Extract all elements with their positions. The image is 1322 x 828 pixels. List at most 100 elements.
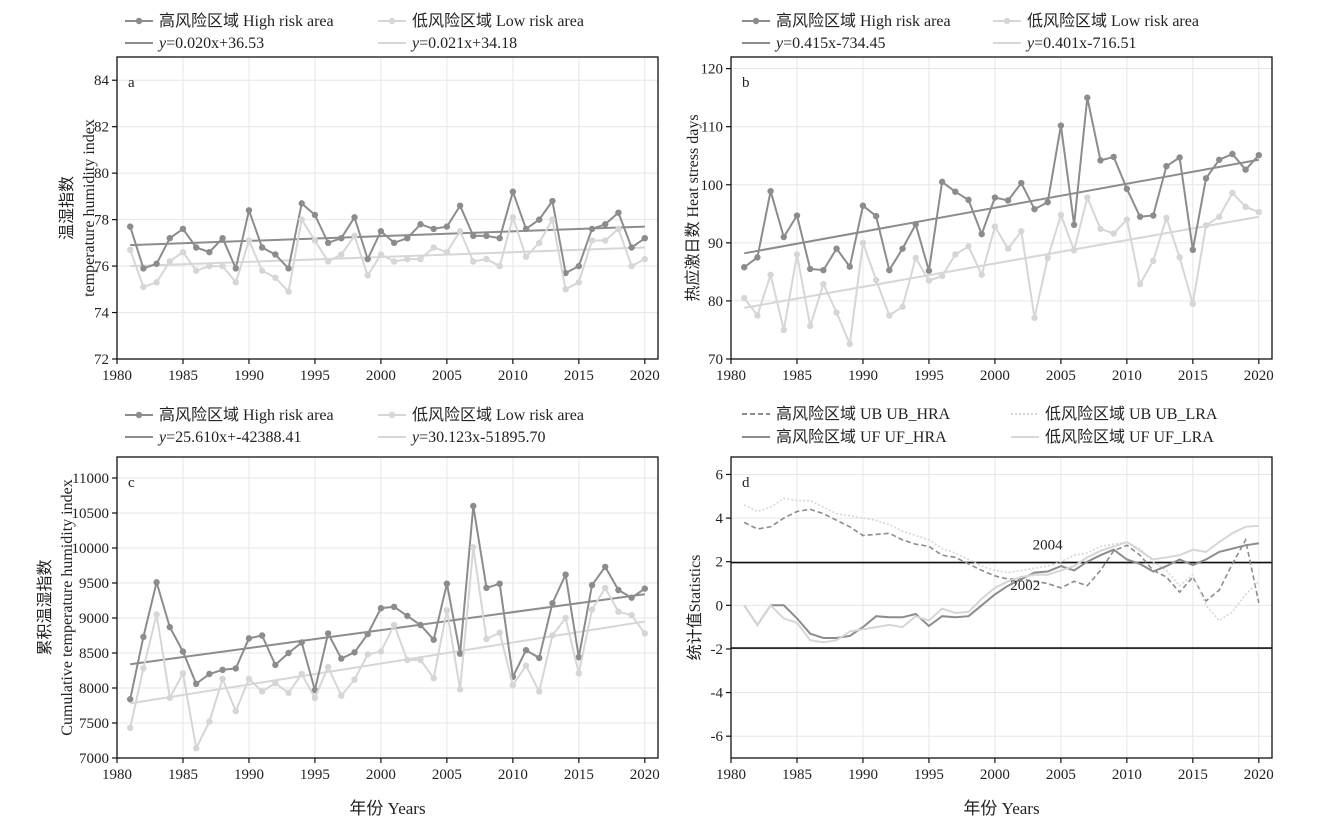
legend-label: y=25.610x+-42388.41 bbox=[157, 429, 301, 446]
data-point-low bbox=[1150, 257, 1157, 265]
data-point-high bbox=[324, 239, 332, 247]
legend-label: 低风险区域 UF UF_LRA bbox=[1045, 428, 1214, 446]
data-point-low bbox=[602, 237, 609, 244]
data-point-high bbox=[1070, 221, 1078, 229]
data-point-low bbox=[1031, 314, 1038, 321]
data-point-low bbox=[1136, 280, 1144, 288]
x-tick-label: 1980 bbox=[102, 767, 132, 783]
data-point-high bbox=[404, 612, 411, 620]
data-point-low bbox=[562, 614, 569, 622]
data-point-low bbox=[886, 312, 893, 319]
panel-label: b bbox=[742, 75, 750, 91]
x-tick-label: 1990 bbox=[234, 368, 264, 384]
data-point-low bbox=[952, 251, 959, 258]
y-tick-label: 10500 bbox=[72, 506, 110, 522]
y-axis-label: 温湿指数 bbox=[58, 176, 76, 240]
data-point-high bbox=[166, 235, 173, 242]
x-tick-label: 2010 bbox=[1112, 368, 1142, 384]
data-point-low bbox=[456, 228, 464, 235]
legend-label: y=0.401x-716.51 bbox=[1025, 35, 1136, 52]
data-point-low bbox=[404, 255, 411, 263]
data-point-high bbox=[153, 579, 160, 586]
data-point-high bbox=[496, 235, 503, 242]
data-point-high bbox=[364, 255, 371, 263]
y-tick-label: 72 bbox=[94, 352, 109, 368]
data-point-high bbox=[641, 235, 649, 242]
data-point-low bbox=[192, 745, 200, 752]
data-point-high bbox=[140, 633, 147, 641]
data-point-high bbox=[1216, 156, 1223, 163]
data-point-low bbox=[324, 258, 332, 265]
data-point-low bbox=[767, 271, 774, 278]
y-axis-label: 热应激日数 Heat stress days bbox=[683, 114, 702, 301]
data-point-high bbox=[285, 649, 292, 657]
y-tick-label: 7000 bbox=[79, 751, 109, 767]
legend-label-variable: y bbox=[157, 429, 167, 446]
data-point-high bbox=[1004, 197, 1012, 204]
legend: 高风险区域 High risk area 低风险区域 Low risk area y… bbox=[125, 406, 584, 446]
data-point-high bbox=[1084, 94, 1091, 101]
data-point-low bbox=[377, 648, 385, 655]
y-tick-label: -4 bbox=[711, 686, 724, 702]
y-tick-label: 120 bbox=[701, 62, 724, 78]
data-point-low bbox=[1084, 194, 1091, 201]
data-point-low bbox=[641, 255, 649, 263]
data-point-high bbox=[1176, 154, 1183, 161]
legend-label-equation: =30.123x-51895.70 bbox=[419, 429, 545, 446]
x-tick-label: 2020 bbox=[630, 767, 660, 783]
data-point-low bbox=[615, 225, 622, 233]
data-point-low bbox=[192, 267, 200, 274]
data-point-low bbox=[991, 223, 999, 230]
data-point-high bbox=[628, 594, 635, 601]
x-tick-label: 1985 bbox=[168, 368, 198, 384]
data-point-low bbox=[820, 280, 827, 288]
data-point-high bbox=[872, 212, 880, 220]
data-point-high bbox=[615, 586, 622, 594]
x-tick-label: 2000 bbox=[366, 767, 396, 783]
data-point-high bbox=[1242, 166, 1249, 173]
x-tick-label: 2015 bbox=[1178, 767, 1208, 783]
data-point-low bbox=[364, 651, 371, 658]
annotation: 2004 bbox=[1033, 538, 1064, 554]
x-tick-label: 1990 bbox=[848, 368, 878, 384]
legend-label: 低风险区域 UB UB_LRA bbox=[1045, 405, 1218, 423]
data-point-high bbox=[859, 202, 867, 209]
y-tick-label: 74 bbox=[94, 306, 110, 322]
legend-label: 高风险区域 High risk area bbox=[159, 12, 334, 30]
data-point-high bbox=[311, 211, 319, 219]
plot-frame bbox=[730, 456, 1273, 759]
data-point-low bbox=[285, 689, 292, 697]
data-point-low bbox=[417, 656, 424, 664]
data-point-high bbox=[206, 670, 213, 678]
data-point-low bbox=[470, 544, 477, 551]
trend-line-low bbox=[130, 620, 645, 705]
data-point-low bbox=[179, 248, 187, 256]
data-point-high bbox=[641, 585, 649, 592]
data-point-low bbox=[443, 248, 451, 256]
data-point-low bbox=[628, 262, 635, 270]
data-point-high bbox=[338, 655, 345, 662]
data-point-low bbox=[536, 239, 543, 247]
data-point-low bbox=[641, 630, 649, 637]
y-tick-label: 9000 bbox=[79, 611, 109, 627]
legend-marker-high bbox=[135, 411, 143, 419]
data-point-low bbox=[588, 237, 596, 244]
x-tick-label: 1995 bbox=[300, 368, 330, 384]
data-point-high bbox=[1255, 151, 1263, 159]
data-point-high bbox=[483, 232, 490, 240]
data-point-high bbox=[298, 200, 305, 207]
data-point-high bbox=[938, 178, 946, 186]
annotation: 2002 bbox=[1010, 578, 1040, 594]
data-point-high bbox=[364, 630, 371, 638]
data-point-high bbox=[258, 632, 266, 639]
data-point-low bbox=[166, 694, 173, 701]
data-point-low bbox=[1163, 214, 1170, 222]
data-point-high bbox=[430, 225, 437, 233]
data-point-high bbox=[846, 263, 853, 270]
y-tick-label: 2 bbox=[716, 555, 724, 571]
data-point-low bbox=[1044, 254, 1051, 262]
legend-marker-low bbox=[1003, 17, 1011, 25]
x-tick-label: 2010 bbox=[1112, 767, 1142, 783]
data-point-high bbox=[1150, 212, 1157, 219]
series-line-low-dotted bbox=[743, 497, 1260, 622]
